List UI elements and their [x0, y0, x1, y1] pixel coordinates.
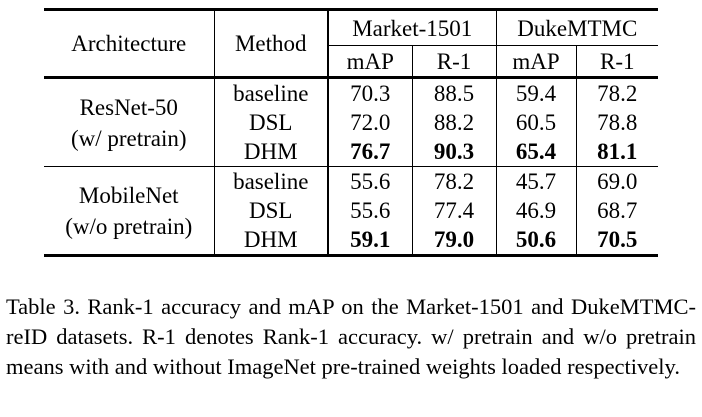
value-cell: 69.0 [576, 166, 659, 196]
arch-name: MobileNet [78, 182, 179, 208]
header-map-duke: mAP [496, 45, 577, 78]
table-caption: Table 3. Rank-1 accuracy and mAP on the … [6, 294, 696, 379]
arch-name: ResNet-50 [79, 94, 178, 120]
value-cell: 88.2 [412, 108, 497, 137]
method-cell: baseline [214, 76, 329, 108]
value-cell-bold: 70.5 [576, 225, 658, 256]
value-cell: 77.4 [412, 196, 497, 225]
value-cell: 78.2 [576, 76, 659, 108]
best-value: 65.4 [515, 139, 557, 164]
results-table: Architecture Method Market-1501 DukeMTMC… [44, 8, 659, 257]
value-cell: 55.6 [328, 196, 413, 225]
table-row: DSL 72.0 88.2 60.5 78.8 [44, 108, 658, 137]
best-value: 90.3 [433, 139, 475, 164]
best-value: 59.1 [350, 227, 391, 252]
header-r1-duke: R-1 [576, 45, 659, 78]
value-cell-bold: 65.4 [496, 137, 577, 167]
table-row: DHM 76.7 90.3 65.4 81.1 [44, 137, 658, 167]
table-row: MobileNet (w/o pretrain) baseline 55.6 7… [44, 166, 659, 257]
value-cell-bold: 90.3 [412, 137, 497, 167]
table-row: DHM 59.1 79.0 50.6 70.5 [44, 225, 659, 256]
method-cell: DSL [214, 196, 329, 225]
best-value: 79.0 [433, 227, 475, 252]
method-cell: DHM [214, 225, 329, 256]
value-cell: 55.6 [328, 166, 413, 196]
value-cell: 78.8 [597, 110, 638, 135]
value-cell: 72.0 [328, 108, 413, 137]
best-value: 76.7 [350, 139, 391, 164]
method-cell: DSL [214, 108, 329, 137]
best-value: 50.6 [515, 227, 557, 252]
results-table-container: Architecture Method Market-1501 DukeMTMC… [44, 8, 659, 257]
header-market1501: Market-1501 [328, 9, 497, 46]
method-cell: baseline [214, 166, 329, 196]
value-cell: 68.7 [597, 198, 638, 223]
value-cell-bold: 76.7 [328, 137, 413, 167]
value-cell: 78.2 [412, 166, 497, 196]
method-cell: DHM [214, 137, 329, 167]
header-architecture: Architecture [44, 9, 215, 78]
table-row: ResNet-50 (w/ pretrain) baseline 70.3 88… [44, 76, 659, 167]
header-map-market: mAP [328, 45, 413, 78]
arch-cell-mobilenet: MobileNet (w/o pretrain) [44, 166, 215, 257]
value-cell: 46.9 [496, 196, 577, 225]
table-row: DSL 55.6 77.4 46.9 68.7 [44, 196, 658, 225]
value-cell: 88.5 [412, 76, 497, 108]
value-cell: 45.7 [496, 166, 577, 196]
value-cell: 70.3 [328, 76, 413, 108]
value-cell-bold: 59.1 [328, 225, 413, 256]
arch-cell-resnet: ResNet-50 (w/ pretrain) [44, 76, 215, 167]
value-cell-bold: 50.6 [496, 225, 577, 256]
header-row-top: Architecture Method Market-1501 DukeMTMC [44, 9, 659, 78]
arch-pretrain: (w/ pretrain) [70, 125, 187, 151]
header-dukemtmc: DukeMTMC [496, 9, 659, 46]
header-r1-market: R-1 [412, 45, 497, 78]
value-cell: 59.4 [496, 76, 577, 108]
value-cell-bold: 81.1 [576, 137, 658, 167]
arch-pretrain: (w/o pretrain) [65, 213, 193, 239]
best-value: 70.5 [597, 227, 638, 252]
best-value: 81.1 [597, 139, 638, 164]
header-method: Method [214, 9, 329, 78]
value-cell: 60.5 [496, 108, 577, 137]
value-cell-bold: 79.0 [412, 225, 497, 256]
